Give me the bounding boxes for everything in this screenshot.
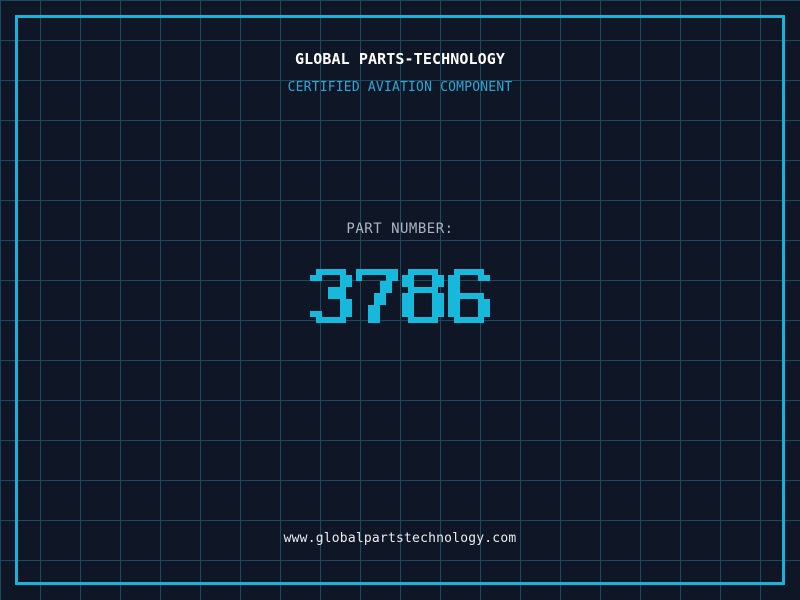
part-number-digit bbox=[356, 269, 398, 323]
decorative-border-frame bbox=[15, 15, 785, 585]
part-number-digit bbox=[448, 269, 490, 323]
part-number-digit bbox=[310, 269, 352, 323]
company-title: GLOBAL PARTS-TECHNOLOGY bbox=[294, 50, 505, 68]
certification-subtitle: CERTIFIED AVIATION COMPONENT bbox=[287, 80, 513, 95]
part-number-digit bbox=[402, 269, 444, 323]
part-number-label: PART NUMBER: bbox=[346, 221, 454, 237]
part-number-value bbox=[0, 269, 800, 323]
website-url: www.globalpartstechnology.com bbox=[283, 531, 517, 546]
